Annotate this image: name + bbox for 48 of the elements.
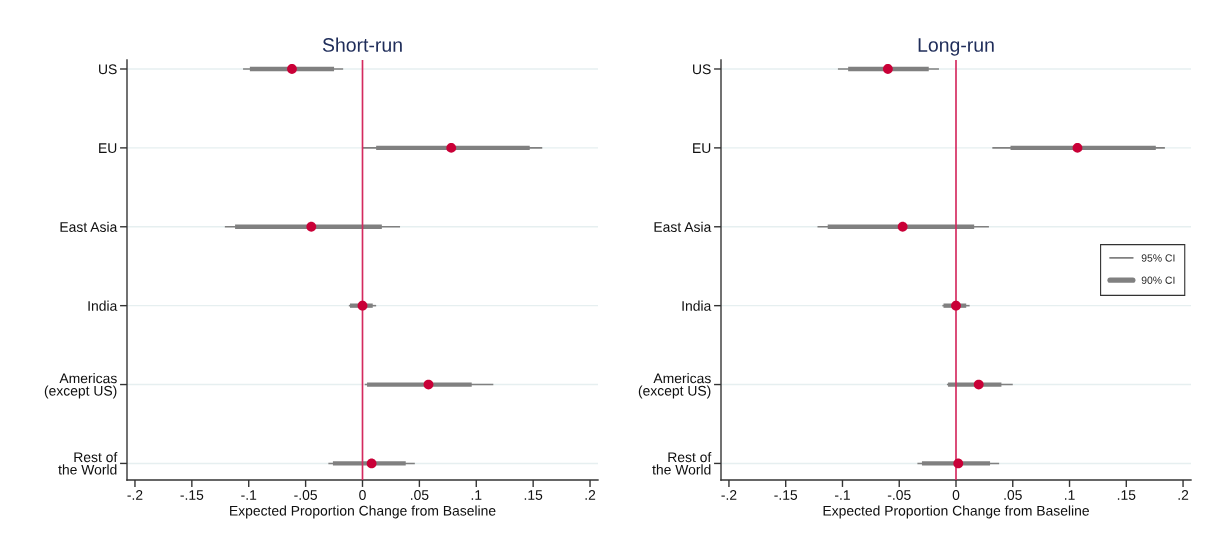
y-tick-label: US: [99, 64, 117, 75]
x-tick-label: -.05: [294, 490, 317, 500]
y-tick-label: Rest of the World: [58, 451, 118, 475]
x-tick-label: -.2: [721, 490, 737, 500]
y-tick-label: East Asia: [654, 221, 712, 232]
x-tick-label: -.15: [180, 490, 204, 500]
y-tick-label: India: [682, 300, 712, 311]
x-tick-label: .05: [411, 490, 429, 500]
y-tick-label: Rest of the World: [652, 451, 712, 475]
point: [446, 142, 457, 153]
point: [951, 300, 961, 311]
point: [306, 221, 317, 232]
y-tick-label: Americas (except US): [638, 373, 711, 399]
x-tick-label: -.1: [834, 490, 850, 500]
chart-title: Long-run: [918, 38, 994, 56]
point: [897, 221, 908, 232]
x-tick-label: 0: [952, 490, 960, 500]
x-tick-label: .2: [585, 490, 596, 500]
x-tick-label: -.05: [887, 490, 911, 500]
point: [357, 300, 368, 311]
x-tick-label: 0: [359, 490, 366, 500]
y-tick-label: US: [693, 64, 711, 75]
point: [973, 379, 984, 390]
x-tick-label: .1: [471, 490, 482, 500]
x-tick-label: -.15: [774, 490, 798, 500]
x-tick-label: .05: [1004, 490, 1022, 500]
x-tick-label: .1: [1065, 490, 1075, 500]
x-axis-title: Expected Proportion Change from Baseline: [230, 505, 496, 519]
y-tick-label: India: [88, 300, 118, 311]
y-tick-label: East Asia: [60, 221, 118, 232]
x-tick-label: .15: [524, 490, 543, 500]
chart-title: Short-run: [322, 37, 402, 52]
x-tick-label: -.2: [127, 490, 143, 500]
y-tick-label: Americas (except US): [44, 373, 117, 399]
point: [423, 379, 434, 390]
y-tick-label: EU: [99, 143, 117, 154]
point: [1072, 142, 1083, 153]
legend-label: 90% CI: [1141, 276, 1175, 284]
point: [953, 458, 964, 469]
point: [366, 458, 377, 469]
x-axis-title: Expected Proportion Change from Baseline: [823, 505, 1089, 519]
legend-label: 95% CI: [1141, 254, 1175, 262]
point: [287, 64, 297, 74]
x-tick-label: -.1: [241, 490, 257, 500]
point: [882, 64, 893, 74]
y-tick-label: EU: [693, 143, 711, 154]
x-tick-label: .2: [1178, 490, 1189, 500]
x-tick-label: .15: [1117, 490, 1136, 500]
